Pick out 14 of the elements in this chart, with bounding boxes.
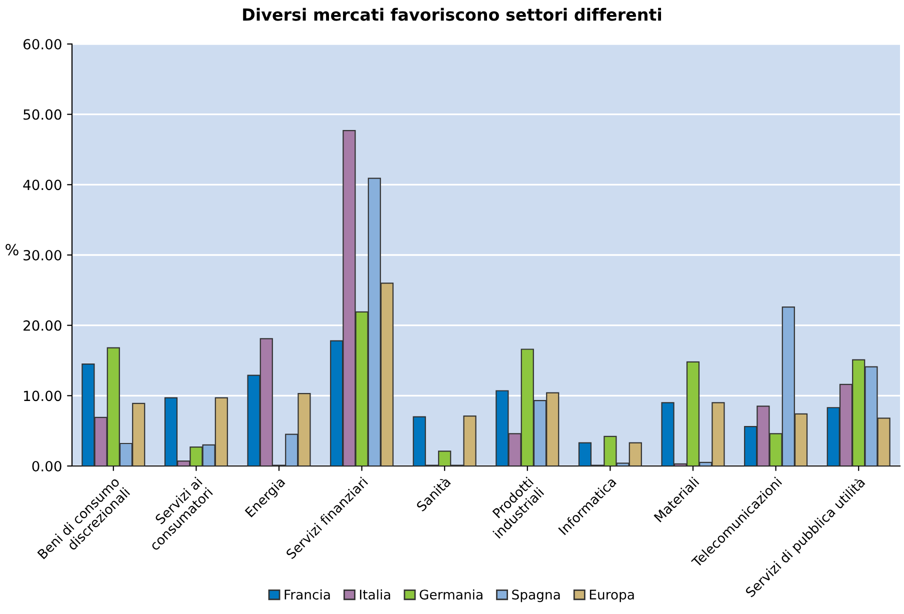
y-tick-label: 20.00	[24, 320, 62, 331]
y-tick-label: 40.00	[23, 180, 62, 190]
y-axis-title: %	[6, 244, 18, 256]
chart-title: Diversi mercati favoriscono settori differenti	[243, 8, 662, 21]
legend-label: Francia	[284, 589, 330, 600]
y-tick-label: 10.00	[24, 390, 62, 402]
legend-label: Italia	[360, 589, 390, 600]
y-tick-label: 30.00	[24, 250, 62, 260]
legend-label: Spagna	[512, 590, 560, 602]
y-tick-label: 50.00	[24, 109, 62, 120]
legend-label: Germania	[420, 589, 482, 600]
legend-label: Europa	[590, 590, 634, 602]
y-tick-label: 0.00	[32, 460, 62, 472]
y-tick-label: 60.00	[23, 38, 62, 50]
